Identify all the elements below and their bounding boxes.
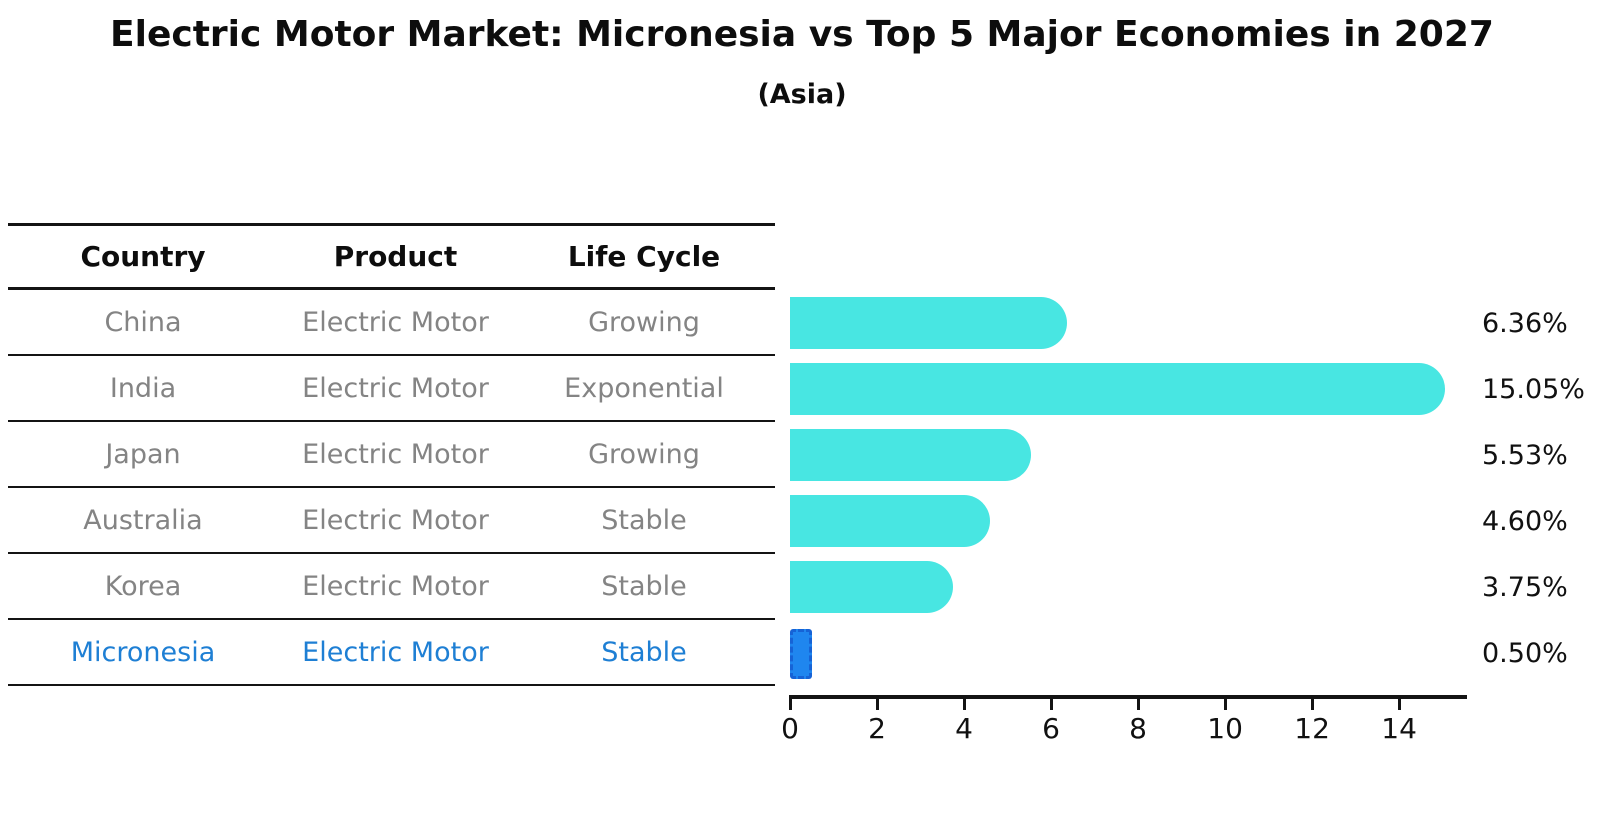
chart-title: Electric Motor Market: Micronesia vs Top…	[110, 14, 1494, 55]
bar	[790, 561, 953, 613]
lifecycle-cell: Stable	[601, 504, 687, 536]
table-header-row: Country Product Life Cycle	[8, 223, 775, 290]
lifecycle-cell: Exponential	[564, 372, 724, 404]
x-tick-mark	[1223, 695, 1227, 710]
bar	[790, 297, 1067, 349]
x-tick-label: 2	[868, 712, 886, 745]
country-cell: India	[109, 372, 177, 404]
table-row-cells: China Electric Motor Growing	[8, 290, 775, 356]
table-row: Australia Electric Motor Stable 4.60%	[0, 488, 1604, 554]
country-cell: Micronesia	[70, 636, 216, 668]
table-row-cells: Australia Electric Motor Stable	[8, 488, 775, 554]
table-row-cells: Japan Electric Motor Growing	[8, 422, 775, 488]
value-label: 6.36%	[1482, 307, 1568, 339]
x-tick-mark	[1049, 695, 1053, 710]
x-tick-label: 0	[781, 712, 799, 745]
product-cell: Electric Motor	[302, 372, 489, 404]
value-label: 15.05%	[1482, 373, 1585, 405]
product-cell: Electric Motor	[302, 570, 489, 602]
lifecycle-cell: Growing	[588, 438, 700, 470]
x-tick-label: 4	[955, 712, 973, 745]
value-label: 4.60%	[1482, 505, 1568, 537]
x-tick-label: 8	[1129, 712, 1147, 745]
country-cell: Japan	[105, 438, 181, 470]
x-tick-label: 12	[1294, 712, 1330, 745]
table-row-cells: India Electric Motor Exponential	[8, 356, 775, 422]
table-row-cells: Korea Electric Motor Stable	[8, 554, 775, 620]
x-tick-mark	[788, 695, 792, 710]
header-cell-lifecycle: Life Cycle	[567, 240, 721, 273]
table-row: China Electric Motor Growing 6.36%	[0, 290, 1604, 356]
lifecycle-cell: Stable	[601, 570, 687, 602]
country-cell: Korea	[104, 570, 182, 602]
bar	[790, 363, 1445, 415]
value-label: 0.50%	[1482, 637, 1568, 669]
country-cell: China	[104, 306, 182, 338]
value-label: 3.75%	[1482, 571, 1568, 603]
x-axis-line	[790, 695, 1467, 699]
x-tick-label: 10	[1207, 712, 1243, 745]
value-label: 5.53%	[1482, 439, 1568, 471]
x-tick-mark	[1397, 695, 1401, 710]
chart-subtitle: (Asia)	[757, 79, 847, 110]
x-tick-mark	[962, 695, 966, 710]
lifecycle-cell: Growing	[588, 306, 700, 338]
table-row: Korea Electric Motor Stable 3.75%	[0, 554, 1604, 620]
product-cell: Electric Motor	[302, 504, 489, 536]
bar	[790, 429, 1031, 481]
x-tick-mark	[1136, 695, 1140, 710]
header-cell-country: Country	[80, 240, 206, 273]
product-cell: Electric Motor	[302, 438, 489, 470]
table-row: India Electric Motor Exponential 15.05%	[0, 356, 1604, 422]
bar	[790, 495, 990, 547]
x-tick-mark	[1310, 695, 1314, 710]
table-row-cells: Micronesia Electric Motor Stable	[8, 620, 775, 686]
x-tick-mark	[875, 695, 879, 710]
country-cell: Australia	[83, 504, 203, 536]
lifecycle-cell: Stable	[601, 636, 687, 668]
product-cell: Electric Motor	[302, 636, 489, 668]
x-tick-label: 6	[1042, 712, 1060, 745]
header-cell-product: Product	[333, 240, 458, 273]
bar	[790, 629, 812, 679]
product-cell: Electric Motor	[302, 306, 489, 338]
table-row: Micronesia Electric Motor Stable 0.50%	[0, 620, 1604, 686]
table-row: Japan Electric Motor Growing 5.53%	[0, 422, 1604, 488]
x-tick-label: 14	[1381, 712, 1417, 745]
